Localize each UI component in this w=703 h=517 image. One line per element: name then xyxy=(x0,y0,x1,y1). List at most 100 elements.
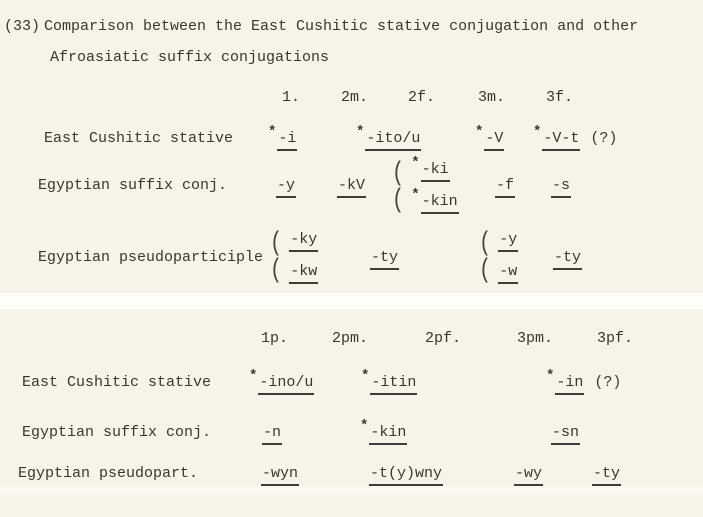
cell-cushitic-3f: * -V-t (?) xyxy=(533,125,618,151)
cell-suffix-3m: -f xyxy=(495,178,516,198)
uncertainty-note: (?) xyxy=(590,130,618,147)
reconstruction-asterisk: * xyxy=(546,368,555,384)
cell-suffix-2m: -kV xyxy=(337,178,367,198)
cell-suffix-1p: -n xyxy=(262,425,283,445)
reconstruction-asterisk: * xyxy=(475,124,484,140)
reconstruction-asterisk: * xyxy=(356,124,365,140)
form-text: -i xyxy=(277,131,298,151)
form-text: -ky xyxy=(289,232,319,252)
cell-cushitic-1p: * -ino/u xyxy=(249,369,315,395)
cell-suffix-3f: -s xyxy=(551,178,572,198)
form-text: -sn xyxy=(551,425,581,445)
variant-form: -y xyxy=(498,232,519,252)
cell-cushitic-3m: * -V xyxy=(475,125,505,151)
variant-column: -ky -kw xyxy=(289,232,319,284)
variant-form: * -kin xyxy=(411,188,459,214)
form-text: -in xyxy=(555,375,585,395)
reconstruction-asterisk: * xyxy=(360,418,369,434)
reconstruction-asterisk: * xyxy=(411,187,420,203)
form-text: -ki xyxy=(420,162,450,182)
col-header-2m: 2m. xyxy=(341,89,369,106)
cell-pseudo-3m-variant-group: (( -y -w xyxy=(477,231,519,285)
form-text: -ty xyxy=(592,466,622,486)
cell-pseudo-1p: -wyn xyxy=(261,466,300,486)
variant-form: -ky xyxy=(289,232,319,252)
figure-title-line2: Afroasiatic suffix conjugations xyxy=(50,49,330,66)
cell-suffix-3p: -sn xyxy=(551,425,581,445)
form-text: -y xyxy=(498,232,519,252)
form-text: -ty xyxy=(553,250,583,270)
form-text: -w xyxy=(498,264,519,284)
brace-bottom: ( xyxy=(392,186,405,216)
form-text: -t(y)wny xyxy=(369,466,444,486)
cell-suffix-2p: * -kin xyxy=(360,419,408,445)
reconstruction-asterisk: * xyxy=(268,124,277,140)
cell-cushitic-1sg: * -i xyxy=(268,125,298,151)
col-header-2pm: 2pm. xyxy=(332,330,369,347)
col-header-3m: 3m. xyxy=(478,89,506,106)
row-label-egyptian-suffix-conj-pl: Egyptian suffix conj. xyxy=(22,424,212,441)
form-text: -kw xyxy=(289,264,319,284)
cell-pseudo-3pf: -ty xyxy=(592,466,622,486)
figure-title-line1: Comparison between the East Cushitic sta… xyxy=(44,18,639,35)
cell-pseudo-1sg-variant-group: (( -ky -kw xyxy=(268,231,319,285)
form-text: -kin xyxy=(369,425,408,445)
reconstruction-asterisk: * xyxy=(411,155,420,171)
variant-form: -w xyxy=(498,264,519,284)
grouping-brace: (( xyxy=(392,161,404,215)
form-text: -y xyxy=(276,178,297,198)
grouping-brace: (( xyxy=(270,231,282,285)
col-header-1p: 1p. xyxy=(261,330,289,347)
form-text: -V xyxy=(484,131,505,151)
reconstruction-asterisk: * xyxy=(249,368,258,384)
row-label-egyptian-pseudoparticiple: Egyptian pseudoparticiple xyxy=(38,249,264,266)
scan-light-band xyxy=(0,293,703,309)
variant-form: -kw xyxy=(289,264,319,284)
row-label-egyptian-suffix-conj: Egyptian suffix conj. xyxy=(38,177,228,194)
brace-top: ( xyxy=(392,159,405,189)
reconstruction-asterisk: * xyxy=(533,124,542,140)
scan-light-band-2 xyxy=(0,486,703,495)
cell-suffix-1sg: -y xyxy=(276,178,297,198)
cell-suffix-2f-variant-group: (( * -ki * -kin xyxy=(390,156,459,215)
brace-top: ( xyxy=(270,229,283,259)
cell-pseudo-3pm: -wy xyxy=(514,466,544,486)
variant-form: * -ki xyxy=(411,156,458,182)
form-text: -wyn xyxy=(261,466,300,486)
form-text: -kin xyxy=(420,194,459,214)
col-header-1sg: 1. xyxy=(282,89,301,106)
variant-column: -y -w xyxy=(498,232,519,284)
brace-bottom: ( xyxy=(270,256,283,286)
reconstruction-asterisk: * xyxy=(361,368,370,384)
form-text: -n xyxy=(262,425,283,445)
col-header-3pf: 3pf. xyxy=(597,330,634,347)
cell-cushitic-2p: * -itin xyxy=(361,369,418,395)
cell-pseudo-2: -ty xyxy=(370,250,400,270)
variant-column: * -ki * -kin xyxy=(411,156,459,214)
form-text: -s xyxy=(551,178,572,198)
form-text: -ty xyxy=(370,250,400,270)
col-header-3f: 3f. xyxy=(546,89,574,106)
uncertainty-note: (?) xyxy=(594,374,622,391)
row-label-east-cushitic-stative-pl: East Cushitic stative xyxy=(22,374,212,391)
figure-number: (33) xyxy=(4,18,41,35)
form-text: -V-t xyxy=(542,131,581,151)
cell-pseudo-3f: -ty xyxy=(553,250,583,270)
col-header-2pf: 2pf. xyxy=(425,330,462,347)
form-text: -wy xyxy=(514,466,544,486)
cell-pseudo-2p: -t(y)wny xyxy=(369,466,444,486)
cell-cushitic-2: * -ito/u xyxy=(356,125,422,151)
row-label-east-cushitic-stative: East Cushitic stative xyxy=(44,130,234,147)
cell-cushitic-3p: * -in (?) xyxy=(546,369,622,395)
form-text: -ino/u xyxy=(258,375,315,395)
brace-bottom: ( xyxy=(479,256,492,286)
form-text: -f xyxy=(495,178,516,198)
col-header-3pm: 3pm. xyxy=(517,330,554,347)
brace-top: ( xyxy=(479,229,492,259)
form-text: -ito/u xyxy=(365,131,422,151)
grouping-brace: (( xyxy=(479,231,491,285)
col-header-2f: 2f. xyxy=(408,89,436,106)
form-text: -itin xyxy=(370,375,418,395)
row-label-egyptian-pseudopart-pl: Egyptian pseudopart. xyxy=(18,465,199,482)
